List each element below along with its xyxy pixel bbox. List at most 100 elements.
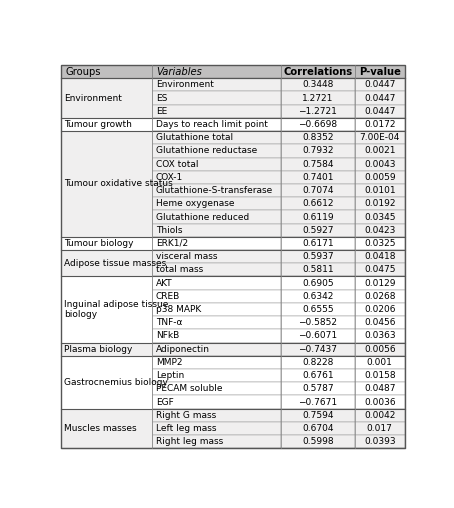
Text: 0.0325: 0.0325 [364, 239, 395, 248]
Bar [152, 276, 281, 290]
Bar [152, 408, 281, 422]
Text: Environment: Environment [64, 93, 123, 103]
Text: Correlations: Correlations [283, 67, 352, 77]
Bar [355, 144, 405, 157]
Text: 0.001: 0.001 [367, 358, 393, 367]
Text: Tumour oxidative status: Tumour oxidative status [64, 179, 173, 188]
Text: COX total: COX total [156, 160, 198, 169]
Bar [152, 210, 281, 224]
Bar [61, 65, 152, 78]
Text: 0.6342: 0.6342 [302, 292, 334, 301]
Text: NFkB: NFkB [156, 331, 179, 340]
Text: ERK1/2: ERK1/2 [156, 239, 188, 248]
Bar [61, 356, 152, 408]
Text: 0.8228: 0.8228 [302, 358, 334, 367]
Text: TNF-α: TNF-α [156, 318, 182, 327]
Text: 0.0129: 0.0129 [364, 278, 395, 288]
Text: Adiponectin: Adiponectin [156, 344, 210, 354]
Bar [61, 276, 152, 342]
Text: 0.0158: 0.0158 [364, 371, 395, 380]
Bar [281, 290, 355, 303]
Text: 0.6119: 0.6119 [302, 212, 334, 221]
Text: −0.6071: −0.6071 [298, 331, 337, 340]
Bar [152, 369, 281, 382]
Text: 0.7594: 0.7594 [302, 411, 334, 420]
Bar [281, 224, 355, 237]
Text: 0.7401: 0.7401 [302, 173, 334, 182]
Bar [152, 157, 281, 171]
Text: 0.0268: 0.0268 [364, 292, 395, 301]
Text: 0.0101: 0.0101 [364, 186, 395, 195]
Bar [152, 91, 281, 105]
Text: 0.0456: 0.0456 [364, 318, 395, 327]
Text: 0.5998: 0.5998 [302, 437, 334, 446]
Text: Heme oxygenase: Heme oxygenase [156, 199, 234, 208]
Text: 0.0206: 0.0206 [364, 305, 395, 314]
Text: EGF: EGF [156, 398, 173, 406]
Text: 0.5927: 0.5927 [302, 226, 334, 235]
Text: ES: ES [156, 93, 167, 103]
Bar [152, 382, 281, 395]
Text: Left leg mass: Left leg mass [156, 424, 216, 433]
Bar [281, 316, 355, 329]
Bar [355, 408, 405, 422]
Text: Glutathione reductase: Glutathione reductase [156, 146, 257, 155]
Bar [355, 342, 405, 356]
Text: Variables: Variables [157, 67, 202, 77]
Bar [281, 250, 355, 263]
Bar [152, 342, 281, 356]
Bar [355, 171, 405, 184]
Bar [152, 144, 281, 157]
Bar [281, 157, 355, 171]
Bar [281, 408, 355, 422]
Text: 0.7584: 0.7584 [302, 160, 334, 169]
Text: Glutathione-S-transferase: Glutathione-S-transferase [156, 186, 273, 195]
Text: p38 MAPK: p38 MAPK [156, 305, 201, 314]
Text: 0.0021: 0.0021 [364, 146, 395, 155]
Text: Tumour biology: Tumour biology [64, 239, 134, 248]
Text: 0.5787: 0.5787 [302, 385, 334, 393]
Bar [152, 329, 281, 342]
Text: 0.0487: 0.0487 [364, 385, 395, 393]
Text: 0.8352: 0.8352 [302, 133, 334, 142]
Bar [152, 316, 281, 329]
Text: 0.6704: 0.6704 [302, 424, 334, 433]
Bar [355, 250, 405, 263]
Bar [281, 78, 355, 91]
Text: COX-1: COX-1 [156, 173, 183, 182]
Bar [152, 237, 281, 250]
Text: −1.2721: −1.2721 [298, 107, 337, 116]
Bar [355, 197, 405, 210]
Bar [355, 329, 405, 342]
Bar [152, 197, 281, 210]
Text: Gastrocnemius biology: Gastrocnemius biology [64, 378, 168, 387]
Text: 0.3448: 0.3448 [302, 80, 334, 89]
Text: 0.0423: 0.0423 [364, 226, 395, 235]
Bar [281, 435, 355, 448]
Text: 0.0418: 0.0418 [364, 252, 395, 261]
Bar [355, 263, 405, 276]
Text: 0.5937: 0.5937 [302, 252, 334, 261]
Text: 0.0447: 0.0447 [364, 80, 395, 89]
Bar [281, 91, 355, 105]
Bar [152, 171, 281, 184]
Bar [152, 105, 281, 118]
Bar [152, 78, 281, 91]
Bar [61, 131, 152, 237]
Bar [355, 210, 405, 224]
Bar [355, 422, 405, 435]
Text: Muscles masses: Muscles masses [64, 424, 137, 433]
Bar [281, 422, 355, 435]
Bar [281, 184, 355, 197]
Bar [355, 435, 405, 448]
Text: 7.00E-04: 7.00E-04 [360, 133, 400, 142]
Text: 1.2721: 1.2721 [302, 93, 334, 103]
Text: −0.7437: −0.7437 [298, 344, 337, 354]
Text: Right leg mass: Right leg mass [156, 437, 223, 446]
Text: 0.0056: 0.0056 [364, 344, 395, 354]
Bar [61, 237, 152, 250]
Bar [281, 342, 355, 356]
Bar [281, 369, 355, 382]
Bar [152, 65, 281, 78]
Bar [152, 303, 281, 316]
